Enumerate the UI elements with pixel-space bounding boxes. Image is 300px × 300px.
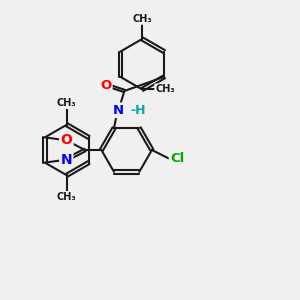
Text: -H: -H: [130, 104, 146, 117]
Text: Cl: Cl: [170, 152, 184, 165]
Text: O: O: [100, 79, 111, 92]
Text: CH₃: CH₃: [57, 98, 76, 108]
Text: CH₃: CH₃: [155, 85, 175, 94]
Text: O: O: [60, 133, 72, 147]
Text: CH₃: CH₃: [132, 14, 152, 24]
Text: CH₃: CH₃: [57, 192, 76, 202]
Text: N: N: [61, 153, 72, 167]
Text: N: N: [113, 104, 124, 117]
